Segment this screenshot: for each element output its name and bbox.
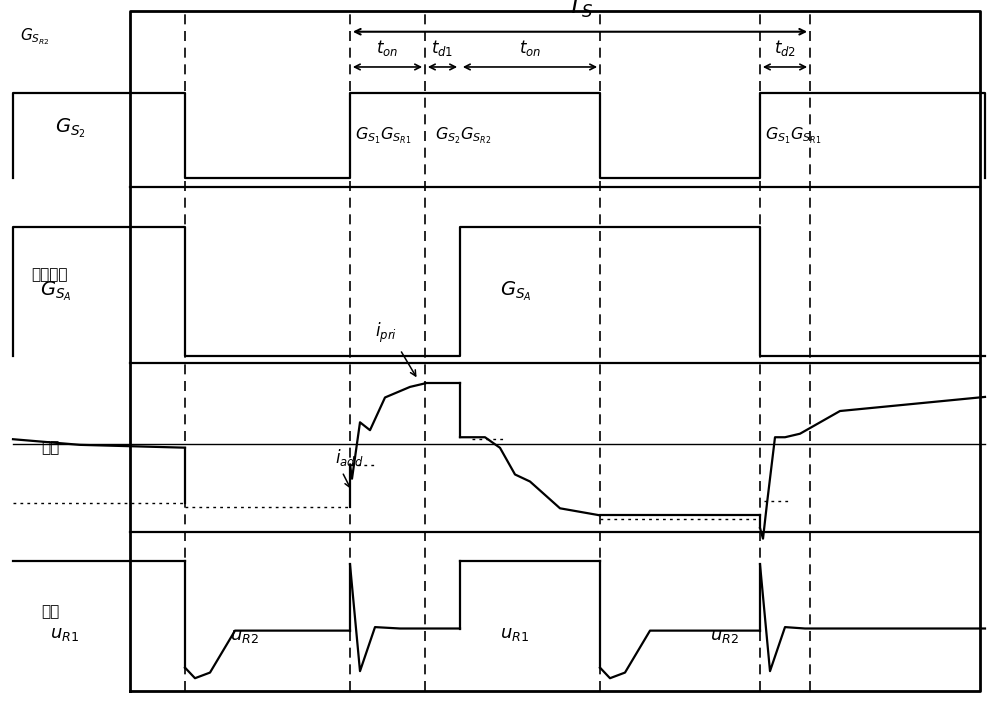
Text: 电流: 电流: [41, 440, 59, 455]
Text: 电压: 电压: [41, 604, 59, 619]
Text: $u_{R2}$: $u_{R2}$: [230, 627, 259, 645]
Text: $u_{R1}$: $u_{R1}$: [500, 625, 529, 643]
Text: $i_{add}$: $i_{add}$: [335, 447, 364, 468]
Text: $t_{on}$: $t_{on}$: [519, 38, 541, 58]
Text: $G_{S_{R2}}$: $G_{S_{R2}}$: [20, 26, 50, 47]
Text: $i_{pri}$: $i_{pri}$: [375, 320, 397, 345]
Text: $G_{S_A}$: $G_{S_A}$: [40, 280, 72, 303]
Text: $G_{S_2}G_{S_{R2}}$: $G_{S_2}G_{S_{R2}}$: [435, 125, 491, 146]
Text: 开关信号: 开关信号: [32, 267, 68, 283]
Text: $T_S$: $T_S$: [567, 0, 593, 20]
Text: $G_{S_1}G_{S_{R1}}$: $G_{S_1}G_{S_{R1}}$: [765, 125, 821, 146]
Text: $t_{d2}$: $t_{d2}$: [774, 38, 796, 58]
Text: $u_{R2}$: $u_{R2}$: [710, 627, 739, 645]
Text: $t_{d1}$: $t_{d1}$: [431, 38, 453, 58]
Text: $t_{on}$: $t_{on}$: [376, 38, 398, 58]
Text: $G_{S_A}$: $G_{S_A}$: [500, 280, 532, 303]
Text: $G_{S_2}$: $G_{S_2}$: [55, 116, 86, 140]
Text: $u_{R1}$: $u_{R1}$: [50, 625, 79, 643]
Text: $G_{S_1}G_{S_{R1}}$: $G_{S_1}G_{S_{R1}}$: [355, 125, 411, 146]
